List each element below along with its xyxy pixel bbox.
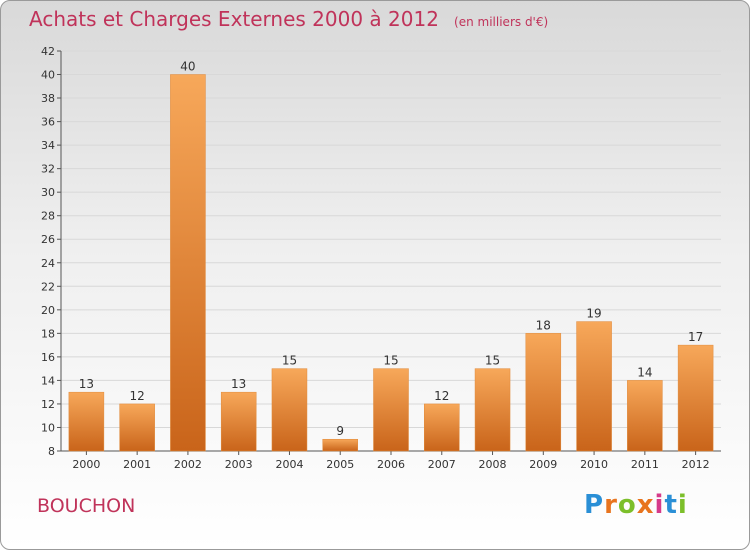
y-tick-label: 42 xyxy=(41,45,55,58)
y-tick-label: 32 xyxy=(41,163,55,176)
x-tick-label: 2009 xyxy=(529,458,557,471)
y-tick-label: 14 xyxy=(41,374,55,387)
unit-note: (en milliers d'€) xyxy=(454,15,549,29)
bar-2008 xyxy=(474,368,511,452)
data-label: 15 xyxy=(485,354,500,368)
y-tick-label: 22 xyxy=(41,280,55,293)
y-tick-label: 40 xyxy=(41,69,55,82)
bar-2010 xyxy=(576,321,612,452)
y-tick-label: 10 xyxy=(41,421,55,434)
x-tick-label: 2010 xyxy=(580,458,608,471)
x-tick-label: 2011 xyxy=(631,458,659,471)
logo-letter: t xyxy=(664,490,678,520)
y-tick-label: 18 xyxy=(41,327,55,340)
data-label: 18 xyxy=(536,318,551,332)
bar-2006 xyxy=(373,368,409,452)
x-tick-label: 2008 xyxy=(479,458,507,471)
data-label: 14 xyxy=(637,365,652,379)
logo-letter: i xyxy=(654,490,665,520)
x-tick-label: 2007 xyxy=(428,458,456,471)
y-tick-label: 16 xyxy=(41,351,55,364)
bar-2005 xyxy=(322,438,358,452)
data-label: 12 xyxy=(434,389,449,403)
x-tick-label: 2005 xyxy=(326,458,354,471)
data-label: 17 xyxy=(688,330,703,344)
y-tick-label: 24 xyxy=(41,257,55,270)
y-tick-label: 8 xyxy=(48,445,55,458)
title-text: Achats et Charges Externes 2000 à 2012 xyxy=(29,7,439,31)
bar-2007 xyxy=(424,403,460,452)
bar-2004 xyxy=(271,368,308,452)
y-tick-label: 26 xyxy=(41,233,55,246)
bars xyxy=(68,74,714,452)
x-tick-label: 2003 xyxy=(225,458,253,471)
y-tick-label: 12 xyxy=(41,398,55,411)
x-tick-label: 2004 xyxy=(275,458,303,471)
data-label: 13 xyxy=(231,377,246,391)
y-tick-label: 36 xyxy=(41,116,55,129)
bar-2000 xyxy=(68,391,105,452)
logo-letter: i xyxy=(677,490,688,520)
x-tick-label: 2000 xyxy=(72,458,100,471)
x-tick-label: 2006 xyxy=(377,458,405,471)
logo-letter: P xyxy=(584,490,605,520)
y-tick-label: 30 xyxy=(41,186,55,199)
chart-title: Achats et Charges Externes 2000 à 2012 (… xyxy=(29,7,548,31)
y-tick-label: 38 xyxy=(41,92,55,105)
data-label: 15 xyxy=(282,354,297,368)
bar-2001 xyxy=(119,403,155,452)
proxiti-logo: Proxiti xyxy=(584,490,688,520)
x-tick-label: 2012 xyxy=(682,458,710,471)
data-label: 9 xyxy=(336,424,344,438)
labels: 13 2000 12 2001 40 2002 13 2003 15 2004 9 2005 15 200… xyxy=(72,60,709,471)
data-label: 15 xyxy=(383,354,398,368)
bar-2009 xyxy=(525,333,562,452)
y-tick-label: 34 xyxy=(41,139,55,152)
data-label: 40 xyxy=(180,60,195,74)
x-tick-label: 2001 xyxy=(123,458,151,471)
data-label: 19 xyxy=(586,307,601,321)
bar-2012 xyxy=(677,344,714,452)
bar-2002 xyxy=(170,74,206,452)
x-tick-label: 2002 xyxy=(174,458,202,471)
commune-name: BOUCHON xyxy=(37,495,136,517)
logo-letter: x xyxy=(636,490,655,520)
y-tick-label: 28 xyxy=(41,210,55,223)
y-tick-label: 20 xyxy=(41,304,55,317)
bar-2011 xyxy=(627,380,663,452)
logo-letter: r xyxy=(604,490,618,520)
data-label: 13 xyxy=(79,377,94,391)
logo-letter: o xyxy=(617,490,637,520)
bar-2003 xyxy=(220,391,257,452)
data-label: 12 xyxy=(130,389,145,403)
